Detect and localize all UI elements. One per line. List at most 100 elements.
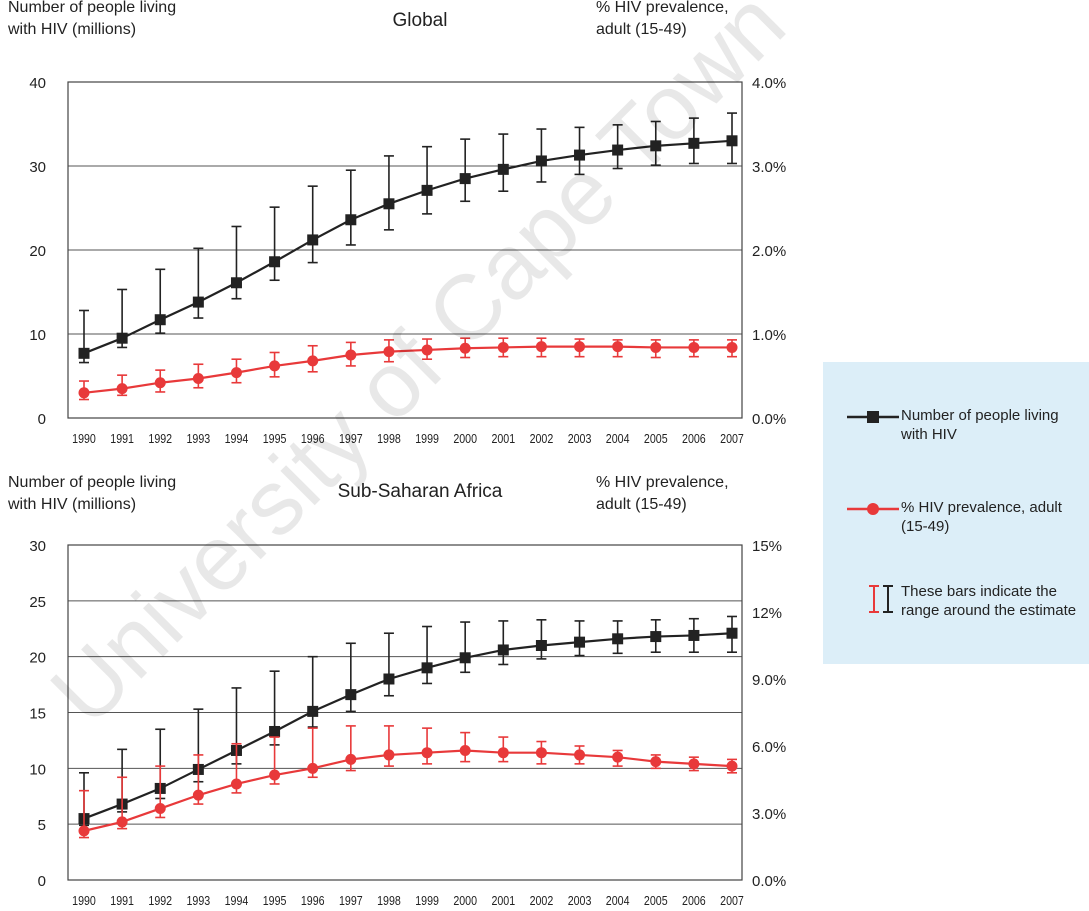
y-tick-right: 0.0%: [752, 873, 786, 890]
data-point-square: [78, 347, 90, 359]
series-people-living-with-hiv: [78, 112, 738, 364]
x-tick-label: 2000: [453, 431, 477, 446]
series-line: [83, 749, 733, 832]
y-tick-right: 2.0%: [752, 243, 786, 260]
data-point-square: [269, 725, 281, 737]
y-axis-label-right-line2: adult (15-49): [596, 21, 687, 38]
y-tick-right: 1.0%: [752, 327, 786, 344]
data-point-circle: [116, 816, 128, 828]
data-point-square: [688, 137, 700, 149]
y-axis-label-left-line2: with HIV (millions): [7, 496, 136, 513]
data-point-square: [612, 633, 624, 645]
data-point-square: [116, 332, 128, 344]
series-hiv-prevalence: [78, 725, 738, 839]
x-tick-label: 1998: [377, 893, 401, 908]
data-point-square: [459, 173, 471, 185]
data-point-square: [650, 140, 662, 152]
error-bar: [422, 145, 433, 215]
x-tick-label: 2002: [530, 893, 554, 908]
y-tick-left: 5: [38, 817, 46, 834]
y-tick-right: 0.0%: [752, 411, 786, 428]
data-point-square: [383, 673, 395, 685]
x-tick-label: 1994: [225, 431, 249, 446]
series-line: [83, 139, 733, 355]
x-tick-label: 1998: [377, 431, 401, 446]
y-tick-left: 25: [29, 594, 46, 611]
y-tick-left: 10: [29, 327, 46, 344]
data-point-square: [269, 256, 281, 268]
data-point-circle: [78, 825, 90, 837]
x-tick-label: 2001: [491, 893, 515, 908]
x-tick-label: 1992: [148, 893, 172, 908]
data-point-circle: [574, 341, 586, 353]
x-tick-label: 1994: [225, 893, 249, 908]
chart-global: 0 10 20 30 40 0.0% 1.0% 2.0% 3.0% 4.0% 1990 1991 199…: [7, 0, 786, 446]
x-tick-label: 1993: [187, 893, 211, 908]
data-point-square: [307, 234, 319, 246]
data-point-circle: [574, 749, 586, 761]
data-point-circle: [345, 753, 357, 765]
circle-marker-icon: [847, 503, 899, 515]
x-tick-label: 1991: [110, 893, 134, 908]
data-point-square: [192, 296, 204, 308]
data-point-square: [497, 644, 509, 656]
x-tick-label: 1990: [72, 431, 96, 446]
x-tick-label: 1997: [339, 431, 363, 446]
data-point-square: [574, 636, 586, 648]
square-marker-icon: [847, 411, 899, 423]
data-point-square: [421, 184, 433, 196]
y-tick-left: 30: [29, 538, 46, 555]
y-tick-left: 30: [29, 159, 46, 176]
y-tick-left: 0: [38, 411, 46, 428]
data-point-circle: [230, 778, 242, 790]
y-axis-label-right-line1: % HIV prevalence,: [596, 0, 729, 16]
x-tick-label: 2005: [644, 431, 668, 446]
y-tick-right: 15%: [752, 538, 782, 555]
data-point-circle: [650, 756, 662, 768]
data-point-circle: [383, 749, 395, 761]
data-point-circle: [535, 341, 547, 353]
plot-frame: [67, 81, 743, 419]
y-axis-label-left-line1: Number of people living: [8, 0, 176, 16]
data-point-circle: [307, 762, 319, 774]
y-axis-label-left-line1: Number of people living: [8, 474, 176, 491]
y-axis-label-left-line2: with HIV (millions): [7, 21, 136, 38]
x-tick-label: 1995: [263, 431, 287, 446]
data-point-circle: [116, 383, 128, 395]
data-point-circle: [192, 789, 204, 801]
x-tick-label: 2001: [491, 431, 515, 446]
data-point-circle: [269, 360, 281, 372]
data-point-square: [535, 155, 547, 167]
x-tick-label: 2003: [568, 431, 592, 446]
data-point-square: [726, 627, 738, 639]
data-point-circle: [612, 341, 624, 353]
x-tick-label: 2004: [606, 893, 630, 908]
x-tick-label: 2003: [568, 893, 592, 908]
legend: Number of people living with HIV % HIV p…: [823, 362, 1089, 664]
x-tick-label: 1991: [110, 431, 134, 446]
error-bar: [345, 169, 356, 246]
error-bar: [460, 138, 471, 203]
error-bar: [193, 247, 204, 319]
data-point-square: [383, 198, 395, 210]
data-point-circle: [307, 355, 319, 367]
x-tick-label: 1997: [339, 893, 363, 908]
x-tick-label: 2006: [682, 431, 706, 446]
y-tick-right: 3.0%: [752, 159, 786, 176]
legend-label-count: Number of people living with HIV: [901, 407, 1059, 443]
x-tick-label: 2006: [682, 893, 706, 908]
x-tick-label: 2002: [530, 431, 554, 446]
error-bar: [536, 619, 547, 660]
data-point-square: [345, 689, 357, 701]
error-bar: [345, 642, 356, 713]
data-point-square: [650, 631, 662, 643]
legend-label-range: These bars indicate the range around the…: [901, 583, 1077, 619]
y-tick-left: 0: [38, 873, 46, 890]
data-point-circle: [154, 803, 166, 815]
data-point-circle: [421, 344, 433, 356]
data-point-circle: [688, 341, 700, 353]
error-bar: [383, 155, 394, 231]
x-tick-label: 1999: [415, 431, 439, 446]
y-tick-right: 9.0%: [752, 672, 786, 689]
data-point-circle: [192, 373, 204, 385]
